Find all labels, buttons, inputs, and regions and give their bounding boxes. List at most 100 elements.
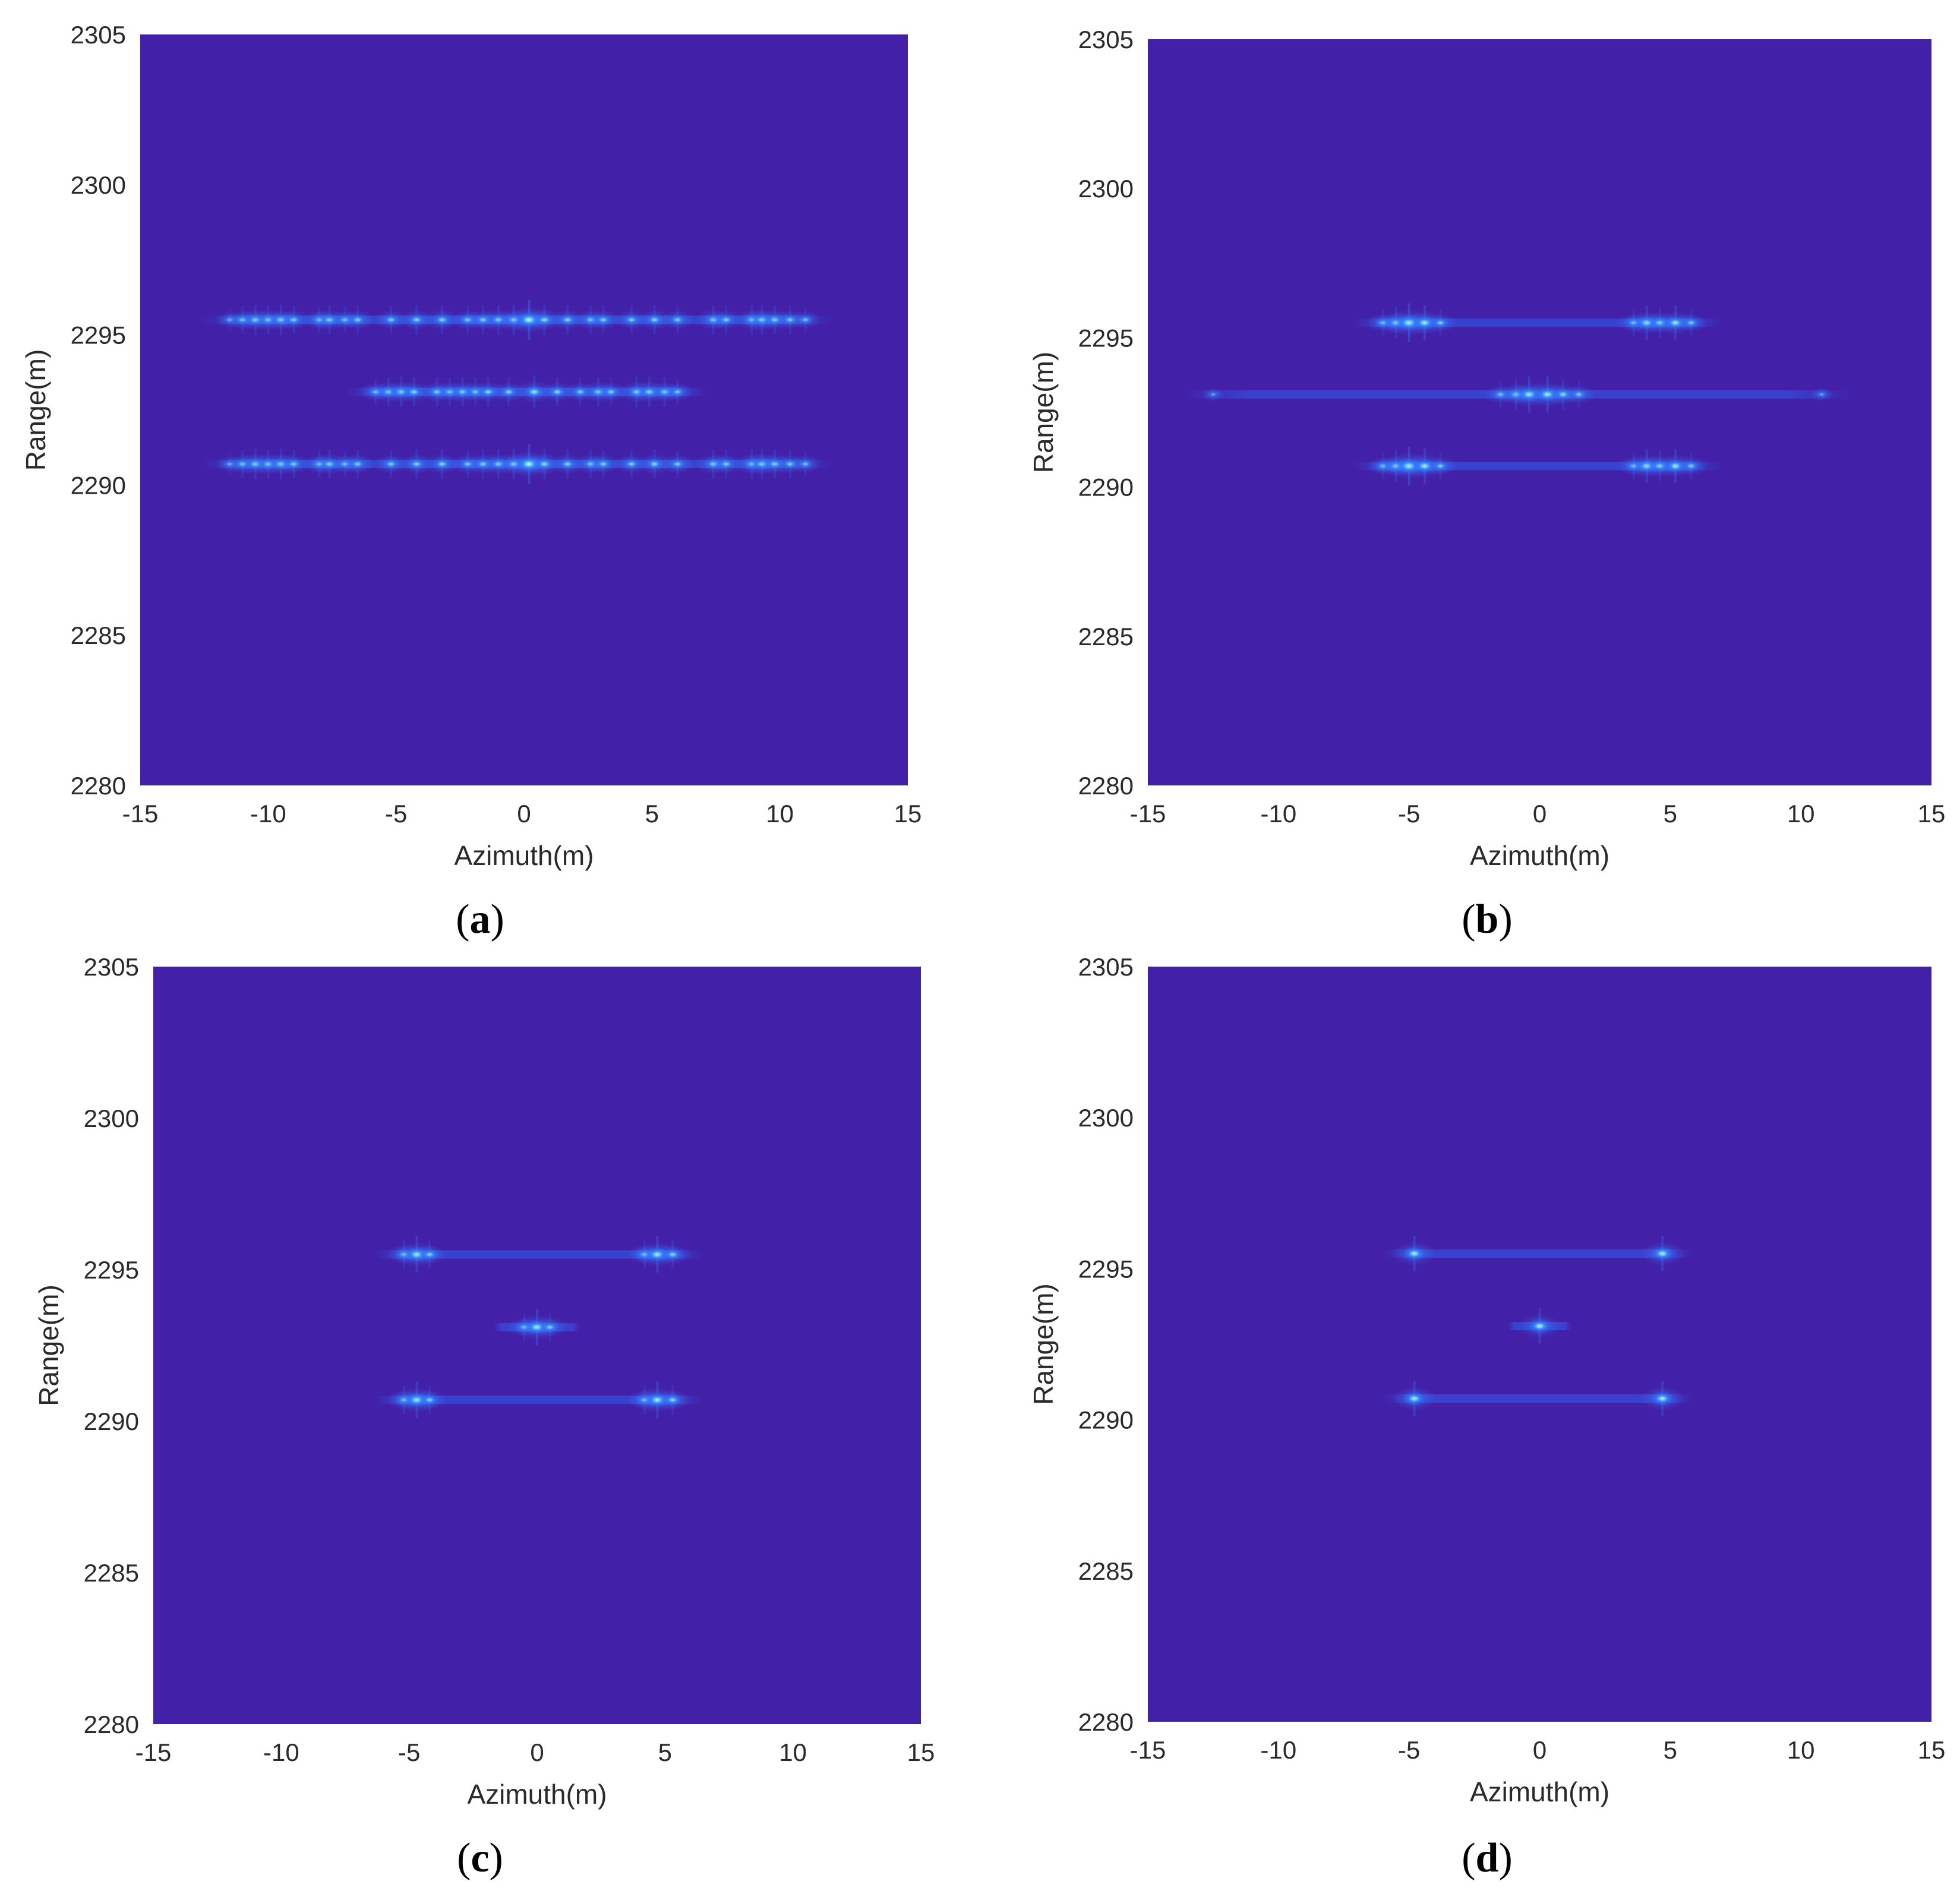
target-point — [1650, 1391, 1675, 1406]
y-tick-label: 2300 — [1078, 175, 1134, 203]
panel-c: -15 -10 -5 0 5 10 15 2305 2300 2295 2290 2285 2280 Az… — [33, 953, 935, 1881]
target-point — [644, 457, 665, 471]
target-point — [668, 314, 687, 326]
y-tick-label: 2300 — [1078, 1104, 1134, 1132]
target-point — [381, 458, 401, 470]
target-point — [381, 314, 401, 326]
target-point — [1569, 389, 1588, 400]
y-tick-label: 2285 — [84, 1559, 139, 1587]
target-point — [1527, 1318, 1552, 1334]
target-point — [621, 314, 642, 326]
panel-b: -15 -10 -5 0 5 10 15 2305 2300 2295 2290 2285 2280 Az… — [1028, 26, 1945, 942]
target-point — [534, 313, 556, 327]
y-tick-label: 2295 — [84, 1256, 139, 1284]
x-tick-label: 5 — [1664, 1736, 1677, 1764]
panel-a: -15 -10 -5 0 5 10 15 2305 2300 2295 2290 2285 2280 Az… — [20, 21, 921, 942]
target-point — [1682, 460, 1700, 472]
panel-caption: (d) — [1462, 1835, 1513, 1881]
target-point — [557, 313, 578, 326]
y-tick-label: 2305 — [71, 21, 126, 49]
target-point — [796, 458, 815, 470]
target-point — [594, 314, 613, 326]
target-point — [644, 313, 665, 326]
target-point — [668, 386, 687, 398]
x-tick-label: -10 — [250, 800, 286, 828]
y-tick-label: 2280 — [1078, 1708, 1134, 1736]
y-tick-label: 2305 — [84, 953, 139, 981]
x-tick-label: -10 — [263, 1738, 299, 1766]
y-tick-label: 2285 — [1078, 623, 1134, 651]
target-point — [1402, 1246, 1426, 1261]
target-point — [662, 1393, 683, 1406]
x-tick-label: -5 — [398, 1738, 420, 1766]
x-tick-label: -15 — [1130, 800, 1166, 828]
target-point — [498, 386, 519, 399]
target-point — [601, 386, 621, 398]
y-tick-label: 2285 — [1078, 1557, 1134, 1585]
y-axis-label: Range(m) — [1028, 352, 1059, 474]
y-tick-label: 2280 — [71, 772, 126, 800]
x-tick-label: -10 — [1260, 800, 1296, 828]
y-axis-label: Range(m) — [20, 349, 51, 471]
x-tick-label: -15 — [122, 800, 159, 828]
x-axis-label: Azimuth(m) — [1470, 840, 1609, 871]
panel-caption: (b) — [1462, 897, 1513, 942]
target-row-streak — [373, 1396, 703, 1404]
target-point — [403, 386, 424, 399]
target-row-streak — [1383, 1394, 1694, 1403]
target-point — [432, 457, 453, 471]
panel-d: -15 -10 -5 0 5 10 15 2305 2300 2295 2290 2285 2280 Az… — [1028, 953, 1945, 1881]
x-tick-label: -5 — [1398, 1736, 1420, 1764]
x-tick-label: 0 — [1533, 800, 1546, 828]
x-tick-label: 10 — [1787, 800, 1815, 828]
target-point — [594, 458, 613, 470]
target-point — [1682, 317, 1700, 329]
target-point — [432, 313, 453, 326]
x-tick-label: 0 — [517, 800, 531, 828]
x-tick-label: -15 — [1130, 1736, 1166, 1764]
x-tick-label: -15 — [135, 1738, 172, 1766]
y-tick-label: 2280 — [84, 1710, 139, 1738]
target-row-streak — [373, 1250, 703, 1259]
target-point — [284, 314, 304, 326]
x-tick-label: 5 — [645, 800, 659, 828]
x-axis-label: Azimuth(m) — [1470, 1776, 1609, 1807]
y-tick-label: 2295 — [1078, 1255, 1134, 1283]
target-point — [406, 313, 427, 326]
y-axis-label: Range(m) — [33, 1284, 64, 1406]
target-point — [1206, 390, 1220, 399]
y-tick-label: 2305 — [1078, 953, 1134, 981]
target-point — [717, 314, 736, 326]
plot-area — [140, 34, 908, 785]
y-tick-label: 2305 — [1078, 26, 1134, 53]
target-point — [668, 458, 687, 470]
target-point — [796, 314, 815, 326]
plot-area — [1148, 39, 1931, 785]
y-axis-label: Range(m) — [1028, 1283, 1059, 1405]
target-point — [1650, 1246, 1675, 1261]
target-row-streak — [1383, 1249, 1694, 1258]
x-tick-label: 10 — [766, 800, 794, 828]
panel-caption: (a) — [456, 897, 504, 942]
target-point — [348, 458, 368, 470]
target-point — [534, 457, 556, 471]
target-point — [523, 385, 546, 399]
x-axis-label: Azimuth(m) — [454, 840, 594, 871]
x-tick-label: -10 — [1260, 1736, 1296, 1764]
target-point — [406, 457, 427, 471]
target-point — [1815, 390, 1829, 399]
x-tick-label: 15 — [907, 1738, 935, 1766]
y-tick-label: 2300 — [71, 171, 126, 199]
x-axis-label: Azimuth(m) — [467, 1779, 607, 1810]
target-point — [419, 1248, 440, 1261]
plot-area — [1148, 967, 1931, 1722]
target-point — [1402, 1391, 1426, 1406]
y-tick-label: 2300 — [84, 1104, 139, 1132]
y-tick-label: 2280 — [1078, 772, 1134, 800]
target-point — [1431, 317, 1450, 329]
x-tick-label: -5 — [1398, 800, 1420, 828]
panel-caption: (c) — [457, 1835, 503, 1881]
y-tick-label: 2290 — [1078, 474, 1134, 501]
x-tick-label: 10 — [1787, 1736, 1815, 1764]
